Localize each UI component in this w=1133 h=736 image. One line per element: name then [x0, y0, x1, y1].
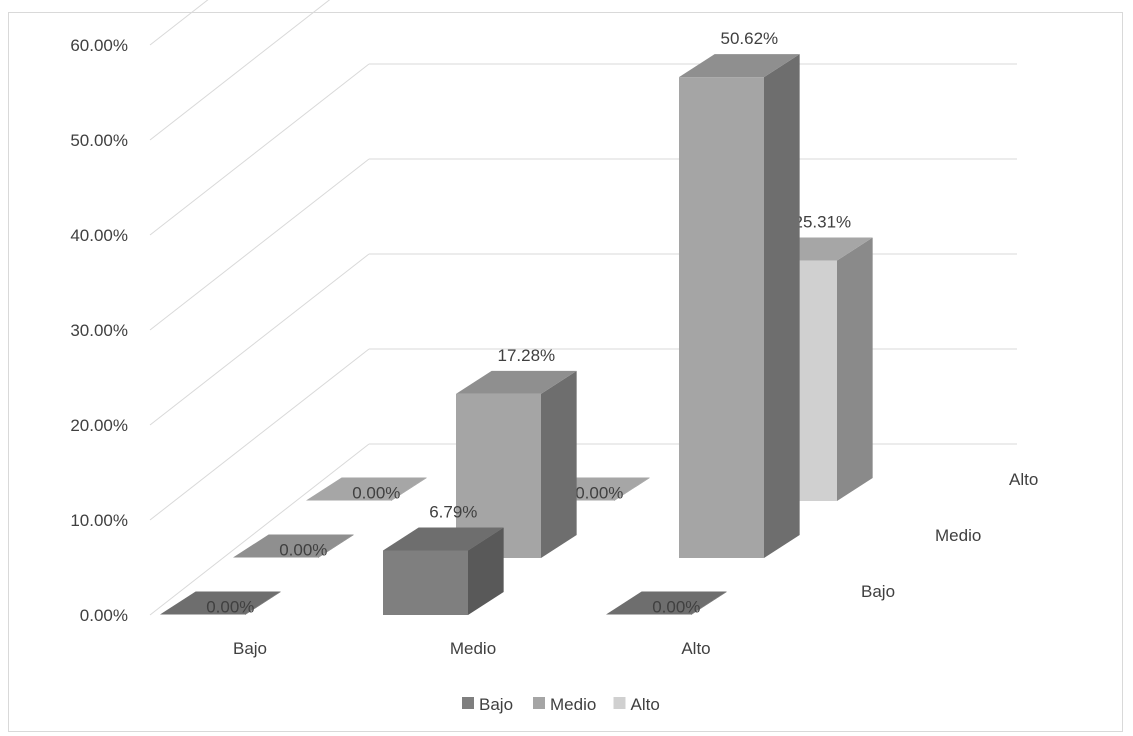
bar-medio-medio: 17.28%: [456, 346, 577, 558]
data-label: 17.28%: [497, 346, 555, 365]
legend-label: Bajo: [479, 695, 513, 714]
legend: Bajo Medio Alto: [462, 695, 660, 714]
bar-medio-alto: 50.62%: [679, 29, 800, 559]
data-label: 25.31%: [793, 213, 851, 232]
gridline-side: [149, 158, 370, 331]
data-label: 6.79%: [429, 502, 477, 521]
bar-alto-bajo: 0.00%: [306, 477, 427, 503]
bar-top-face: [160, 591, 281, 615]
bar-side-face: [245, 591, 281, 615]
y-tick-label: 50.00%: [70, 131, 128, 150]
depth-series-label: Alto: [1009, 470, 1038, 489]
data-label: 0.00%: [652, 598, 700, 617]
bar-side-face: [837, 237, 873, 501]
y-tick-label: 60.00%: [70, 36, 128, 55]
legend-item-medio: Medio: [533, 695, 596, 714]
data-label: 0.00%: [279, 541, 327, 560]
depth-axis-categories: Bajo Medio Alto: [861, 470, 1038, 601]
gridline-side: [149, 348, 370, 521]
data-label: 0.00%: [206, 598, 254, 617]
x-axis-categories: Bajo Medio Alto: [233, 639, 711, 658]
y-axis-ticks: 0.00% 10.00% 20.00% 30.00% 40.00% 50.00% 60.00…: [70, 36, 128, 625]
x-category-label: Bajo: [233, 639, 267, 658]
bar-front-face: [679, 77, 764, 559]
bar-medio-bajo: 0.00%: [233, 534, 354, 560]
x-category-label: Alto: [681, 639, 710, 658]
bars: 0.00% 0.00% 25.31% 0.00% 17.28% 50.62% 0.00% 6.…: [160, 29, 873, 617]
legend-label: Medio: [550, 695, 596, 714]
data-label: 0.00%: [352, 484, 400, 503]
bar-side-face: [614, 477, 650, 501]
y-tick-label: 30.00%: [70, 321, 128, 340]
bar-top-face: [679, 54, 800, 78]
y-tick-label: 10.00%: [70, 511, 128, 530]
legend-swatch: [613, 697, 626, 709]
bar-top-face: [383, 527, 504, 551]
bar-side-face: [691, 591, 727, 615]
bar-bajo-bajo: 0.00%: [160, 591, 281, 617]
bar-top-face: [456, 370, 577, 394]
bar-bajo-alto: 0.00%: [606, 591, 727, 617]
depth-series-label: Bajo: [861, 582, 895, 601]
data-label: 50.62%: [720, 29, 778, 48]
bar-side-face: [391, 477, 427, 501]
legend-swatch: [462, 697, 474, 709]
x-category-label: Medio: [450, 639, 496, 658]
bar-top-face: [233, 534, 354, 558]
bar-bajo-medio: 6.79%: [383, 502, 504, 615]
gridline-side: [149, 0, 209, 46]
gridline-side: [149, 63, 370, 236]
gridline-side: [149, 0, 331, 141]
depth-series-label: Medio: [935, 526, 981, 545]
bar-side-face: [318, 534, 354, 558]
legend-item-bajo: Bajo: [462, 695, 513, 714]
bar-side-face: [468, 527, 504, 615]
y-tick-label: 20.00%: [70, 416, 128, 435]
legend-label: Alto: [631, 695, 660, 714]
bar-side-face: [764, 54, 800, 559]
bar-front-face: [383, 550, 468, 615]
y-tick-label: 40.00%: [70, 226, 128, 245]
gridline-side: [149, 253, 370, 426]
y-tick-label: 0.00%: [80, 606, 128, 625]
data-label: 0.00%: [575, 484, 623, 503]
bar-top-face: [306, 477, 427, 501]
legend-swatch: [533, 697, 545, 709]
legend-item-alto: Alto: [613, 695, 660, 714]
bar-side-face: [541, 370, 577, 558]
gridline-side: [149, 443, 370, 616]
bar-top-face: [606, 591, 727, 615]
gridlines: [149, 0, 1017, 616]
